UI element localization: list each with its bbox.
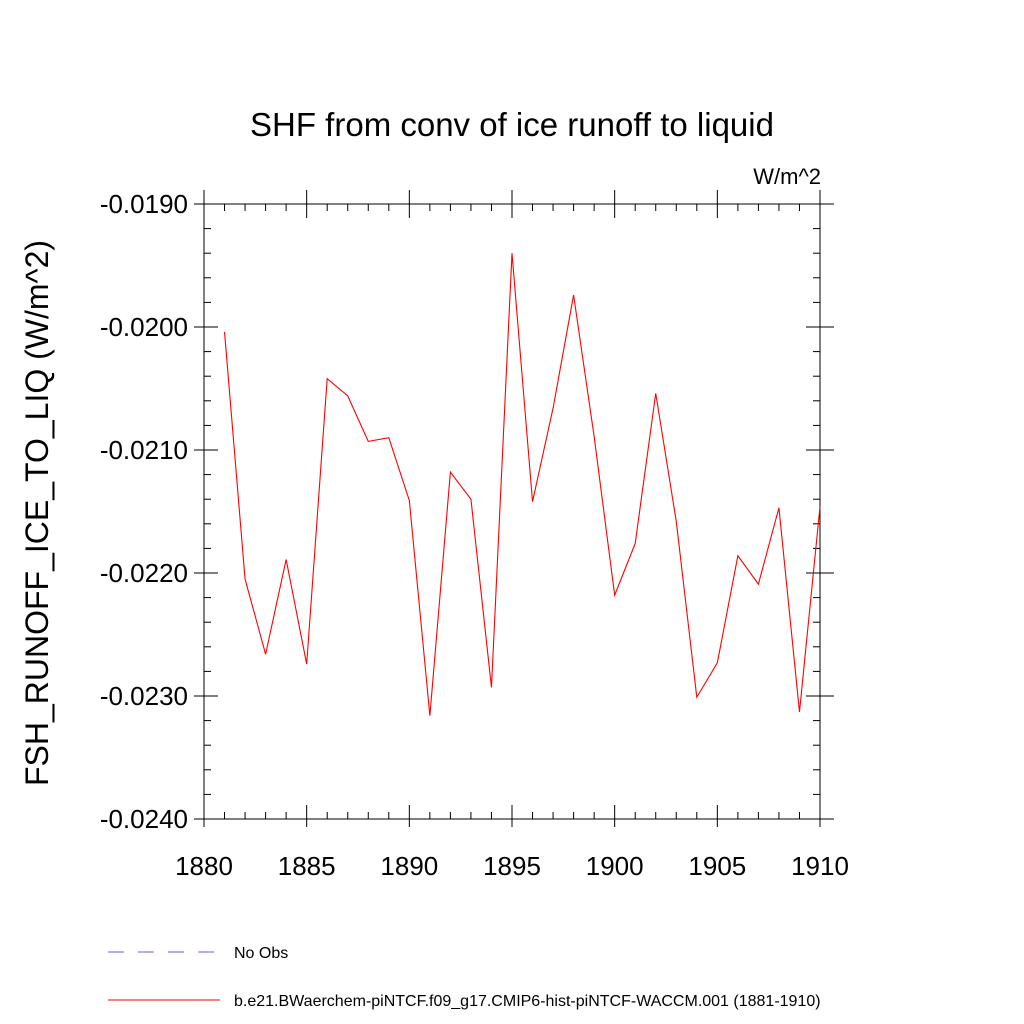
data-point <box>224 331 225 332</box>
x-tick-label: 1880 <box>175 851 233 881</box>
y-tick-label: -0.0230 <box>100 681 188 711</box>
data-point <box>778 507 779 508</box>
data-point <box>532 501 533 502</box>
y-tick-label: -0.0210 <box>100 435 188 465</box>
data-point <box>614 595 615 596</box>
data-point <box>265 654 266 655</box>
data-point <box>676 521 677 522</box>
data-point <box>368 441 369 442</box>
x-tick-label: 1905 <box>688 851 746 881</box>
data-point <box>327 378 328 379</box>
data-point <box>717 662 718 663</box>
data-point <box>655 393 656 394</box>
chart-title: SHF from conv of ice runoff to liquid <box>250 106 774 143</box>
data-point <box>696 697 697 698</box>
y-tick-label: -0.0190 <box>100 189 188 219</box>
data-point <box>737 555 738 556</box>
data-point <box>799 711 800 712</box>
data-point <box>388 437 389 438</box>
data-point <box>573 294 574 295</box>
plot-axes: 1880 1885 1890 1895 1900 1905 1910 -0.0190 -0.02… <box>100 189 849 881</box>
x-tick-label: 1895 <box>483 851 541 881</box>
data-point <box>594 436 595 437</box>
data-point <box>450 472 451 473</box>
data-point <box>819 506 820 507</box>
data-point <box>511 253 512 254</box>
data-point <box>409 500 410 501</box>
data-point <box>286 559 287 560</box>
y-axis-label: FSH_RUNOFF_ICE_TO_LIQ (W/m^2) <box>19 240 55 786</box>
plot-frame <box>203 203 821 820</box>
data-point <box>635 543 636 544</box>
y-tick-label: -0.0240 <box>100 804 188 834</box>
x-tick-label: 1885 <box>278 851 336 881</box>
y-tick-label: -0.0220 <box>100 558 188 588</box>
data-point <box>347 395 348 396</box>
x-tick-label: 1900 <box>586 851 644 881</box>
data-point <box>429 715 430 716</box>
series-line <box>223 253 821 716</box>
units-label: W/m^2 <box>753 164 821 189</box>
data-point <box>306 663 307 664</box>
data-point <box>491 687 492 688</box>
legend: No Obs b.e21.BWaerchem-piNTCF.f09_g17.CMI… <box>108 945 821 1010</box>
data-point <box>552 408 553 409</box>
y-tick-label: -0.0200 <box>100 312 188 342</box>
x-tick-label: 1890 <box>380 851 438 881</box>
legend-label: b.e21.BWaerchem-piNTCF.f09_g17.CMIP6-his… <box>234 993 821 1010</box>
data-point <box>758 583 759 584</box>
legend-label: No Obs <box>234 945 288 962</box>
x-tick-label: 1910 <box>791 851 849 881</box>
series-layer <box>223 253 821 716</box>
data-point <box>470 499 471 500</box>
data-point <box>244 579 245 580</box>
